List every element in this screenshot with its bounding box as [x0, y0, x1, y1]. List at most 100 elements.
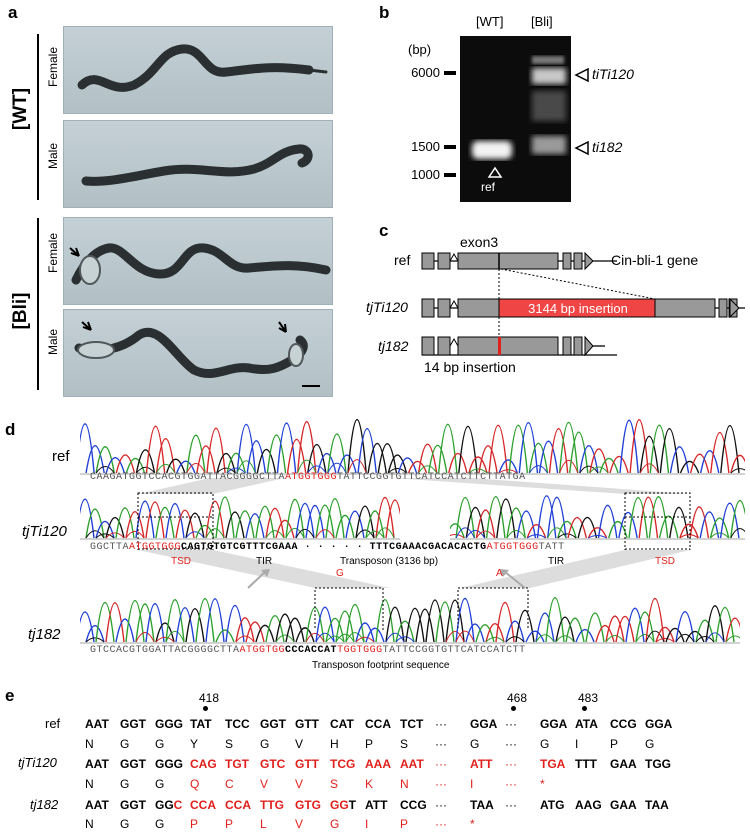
chromatogram-peak: [325, 618, 345, 643]
chromatogram-ref: [80, 419, 745, 475]
tj-codon-13: ATG: [540, 798, 565, 812]
chromatogram-peak: [315, 504, 335, 539]
ref-band-label: ref: [481, 180, 496, 194]
chromatogram-peak: [385, 499, 400, 539]
tj-codon-14: AAG: [575, 798, 602, 812]
chromatogram-peak: [548, 428, 569, 474]
ti-codon-15: GAA: [610, 757, 637, 771]
lane-label-wt: [WT]: [476, 14, 504, 29]
worm-photo-bli-female: [63, 217, 333, 305]
chromatogram-peak: [555, 616, 575, 643]
chromatogram-peak: [567, 516, 587, 539]
chromatogram-peak: [255, 624, 275, 643]
chromatogram-peak: [699, 450, 720, 474]
ref-aa-12: ···: [505, 737, 517, 751]
ref-aa-16: G: [645, 737, 655, 751]
chromatogram-minor-peak: [205, 528, 225, 539]
chromatogram-peak: [145, 603, 165, 643]
chromatogram-peak: [125, 600, 145, 643]
chromatogram-minor-peak: [450, 533, 465, 539]
chromatogram-peak: [579, 445, 599, 474]
chromatogram-peak: [236, 423, 257, 474]
sequence-tj182: GTCCACGTGGATTACGGGGCTTAATGGTGGCCCACCATTG…: [90, 645, 526, 656]
chromatogram-peak: [730, 500, 745, 539]
ref-codon-3: TAT: [190, 717, 212, 731]
chromatogram-peak: [478, 445, 498, 474]
chromatogram-minor-peak: [639, 463, 659, 474]
chromatogram-peak: [649, 424, 670, 474]
chromatogram-minor-peak: [527, 534, 546, 539]
marker-tick-1500: [444, 145, 456, 149]
chromatogram-minor-peak: [730, 528, 745, 539]
chromatogram-peak: [535, 612, 555, 643]
chromatogram-peak: [496, 498, 516, 539]
chromatogram-minor-peak: [605, 635, 625, 643]
marker-1500: 1500: [411, 139, 440, 154]
chromatogram-peak: [245, 513, 265, 539]
tir-label-left: TIR: [256, 556, 273, 567]
chromatogram-peak: [225, 605, 245, 643]
chromatogram-peak: [286, 438, 307, 474]
chromatogram-minor-peak: [559, 459, 579, 474]
position-dot-418: [203, 706, 208, 711]
ref-aa-2: G: [155, 737, 165, 751]
ti-codon-8: AAA: [365, 757, 391, 771]
chromatogram-minor-peak: [579, 465, 599, 474]
gene-structure-diagram: [421, 251, 745, 356]
chromatogram-peak: [235, 510, 255, 539]
group-bracket-wt: [37, 34, 39, 200]
chromatogram-peak: [225, 511, 245, 539]
chromatogram-minor-peak: [589, 466, 609, 474]
worm-photo-bli-male: [63, 309, 333, 397]
chromatogram-minor-peak: [226, 467, 246, 474]
chromatogram-peak: [115, 507, 135, 539]
chromatogram-minor-peak: [679, 534, 699, 539]
chromatogram-peak: [155, 506, 175, 539]
chromatogram-peak: [609, 455, 629, 474]
chromatogram-peak: [165, 458, 186, 474]
panel-a-label: a: [8, 3, 18, 22]
chromatogram-peak: [710, 432, 730, 474]
chromatogram-minor-peak: [315, 632, 335, 643]
ti-codon-5: GTC: [260, 757, 286, 771]
chromatogram-peak: [215, 629, 235, 643]
chromatogram-peak: [699, 511, 720, 539]
chromatogram-peak: [639, 435, 660, 474]
e-row-label-tjTi120: tjTi120: [18, 755, 57, 770]
chromatogram-peak: [730, 454, 745, 474]
chromatogram-peak: [307, 443, 327, 474]
chromatogram-peak: [658, 515, 679, 539]
chromatogram-peak: [577, 516, 598, 539]
ti-codon-7: TCG: [330, 757, 356, 771]
chromatogram-peak: [545, 596, 565, 643]
ti-codon-3: CAG: [190, 757, 217, 771]
tir-label-right: TIR: [548, 556, 565, 567]
chromatogram-peak: [450, 523, 465, 539]
chromatogram-peak: [605, 615, 625, 643]
chromatogram-peak: [679, 460, 700, 474]
ref-aa-13: G: [540, 737, 550, 751]
chromatogram-peak: [195, 524, 215, 539]
chromatogram-peak: [475, 624, 495, 643]
tsd-label-left: TSD: [171, 556, 191, 567]
chromatogram-minor-peak: [375, 527, 395, 539]
chromatogram-peak: [285, 499, 305, 539]
chromatogram-peak: [317, 452, 337, 474]
chromatogram-peak: [125, 511, 145, 539]
tsd-label-right: TSD: [655, 556, 675, 567]
footprint-label: Transposon footprint sequence: [312, 660, 450, 671]
chromatogram-minor-peak: [185, 531, 205, 539]
ti-aa-2: G: [155, 777, 165, 791]
ref-codon-9: TCT: [400, 717, 424, 731]
ref-aa-4: S: [225, 737, 234, 751]
chromatogram-peak: [689, 453, 710, 474]
chromatogram-minor-peak: [347, 459, 367, 474]
chromatogram-peak: [407, 460, 428, 474]
chromatogram-peak: [347, 419, 367, 474]
ti-aa-0: N: [85, 777, 94, 791]
chromatogram-peak: [105, 602, 125, 643]
band-arrow-tiTi120: [574, 68, 589, 83]
group-label-wt: [WT]: [10, 87, 31, 131]
chromatogram-minor-peak: [395, 636, 415, 643]
chromatogram-peak: [276, 422, 297, 474]
